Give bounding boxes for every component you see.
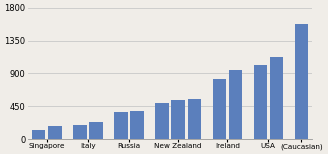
Bar <box>213 79 226 139</box>
Bar <box>48 126 62 139</box>
Bar <box>295 24 308 139</box>
Bar <box>172 100 185 139</box>
Bar <box>270 57 283 139</box>
Bar <box>229 70 242 139</box>
Bar <box>89 122 103 139</box>
Bar <box>155 103 169 139</box>
Bar <box>254 65 267 139</box>
Bar <box>32 130 46 139</box>
Bar <box>130 111 144 139</box>
Bar <box>188 99 201 139</box>
Bar <box>73 125 87 139</box>
Bar <box>114 112 128 139</box>
